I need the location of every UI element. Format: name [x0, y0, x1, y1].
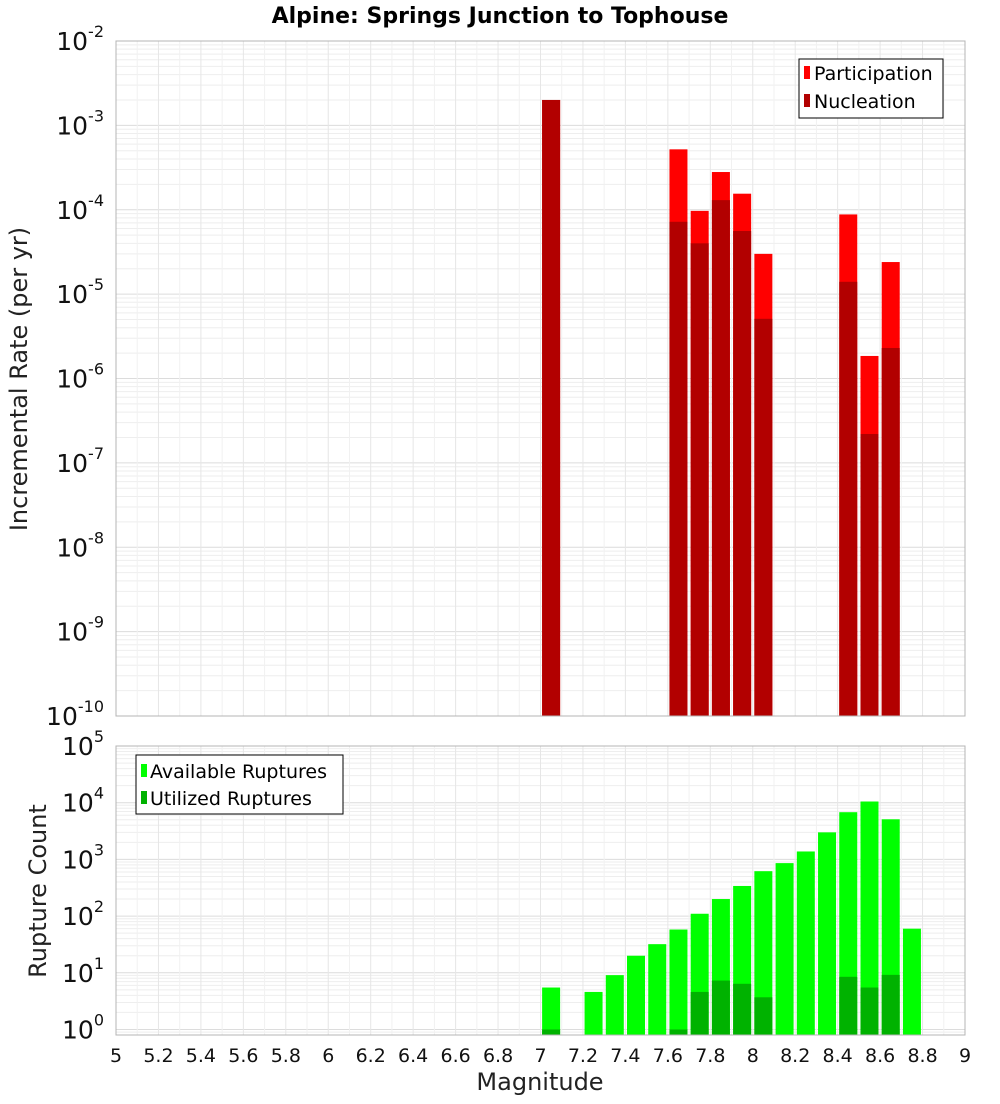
- bar-utilized-ruptures: [754, 997, 773, 1035]
- x-tick-label: 7.4: [610, 1045, 640, 1067]
- bar-available-ruptures: [902, 928, 921, 1035]
- x-tick-label: 5.6: [228, 1045, 258, 1067]
- x-tick-label: 7.2: [568, 1045, 598, 1067]
- bar-available-ruptures: [754, 871, 773, 1035]
- legend-label-participation: Participation: [814, 63, 933, 85]
- y-tick-label: 10-5: [56, 275, 104, 309]
- y-tick-label: 10-4: [56, 191, 104, 225]
- x-tick-label: 8.4: [823, 1045, 853, 1067]
- bar-nucleation: [754, 318, 773, 716]
- bar-available-ruptures: [818, 832, 837, 1035]
- bar-utilized-ruptures: [690, 991, 709, 1035]
- y-tick-label: 10-6: [56, 360, 104, 394]
- bar-nucleation: [839, 281, 858, 716]
- legend-label-nucleation: Nucleation: [814, 91, 916, 113]
- bar-nucleation: [733, 230, 752, 716]
- x-tick-label: 7.8: [695, 1045, 725, 1067]
- x-tick-label: 6.4: [398, 1045, 428, 1067]
- x-tick-label: 6.2: [356, 1045, 386, 1067]
- bar-utilized-ruptures: [711, 980, 730, 1035]
- x-tick-label: 5.4: [186, 1045, 216, 1067]
- legend-label-available: Available Ruptures: [150, 761, 327, 783]
- bar-utilized-ruptures: [669, 1029, 688, 1035]
- bar-utilized-ruptures: [542, 1029, 561, 1035]
- x-tick-label: 6.8: [483, 1045, 513, 1067]
- x-tick-label: 8.8: [907, 1045, 937, 1067]
- x-tick-label: 8: [747, 1045, 759, 1067]
- bottom-plot-frame: [115, 745, 966, 1036]
- y-tick-label: 10-2: [56, 22, 104, 56]
- bar-utilized-ruptures: [839, 976, 858, 1035]
- bar-nucleation: [690, 243, 709, 717]
- y-tick-label: 10-7: [56, 444, 104, 478]
- bar-available-ruptures: [669, 929, 688, 1035]
- bottom-bars: [542, 801, 921, 1035]
- legend-swatch-nucleation: [804, 94, 810, 107]
- y-tick-label: 102: [62, 897, 104, 931]
- x-tick-labels: 5 5.2 5.4 5.6 5.8 6 6.2 6.4 6.6 6.8 7 7.2 7.4 7.6 7.8 8…: [110, 1045, 971, 1067]
- x-tick-label: 5.2: [143, 1045, 173, 1067]
- bar-utilized-ruptures: [733, 983, 752, 1035]
- bar-available-ruptures: [796, 851, 815, 1035]
- x-tick-label: 5.8: [271, 1045, 301, 1067]
- bar-available-ruptures: [605, 975, 624, 1035]
- x-tick-label: 8.2: [780, 1045, 810, 1067]
- bar-available-ruptures: [584, 991, 603, 1035]
- bar-utilized-ruptures: [881, 974, 900, 1035]
- y-tick-label: 103: [62, 840, 104, 874]
- top-y-tick-labels: 10-10 10-9 10-8 10-7 10-6 10-5 10-4 10-3 10-2: [46, 22, 104, 731]
- top-y-axis-label: Incremental Rate (per yr): [5, 227, 33, 531]
- legend-swatch-participation: [804, 66, 810, 79]
- top-legend-box: [798, 58, 944, 119]
- bar-available-ruptures: [860, 801, 879, 1035]
- y-tick-label: 104: [62, 784, 104, 818]
- x-tick-label: 7: [534, 1045, 546, 1067]
- x-tick-label: 8.6: [865, 1045, 895, 1067]
- y-tick-label: 100: [62, 1011, 104, 1045]
- y-tick-label: 10-8: [56, 528, 104, 562]
- y-tick-label: 10-9: [56, 613, 104, 647]
- bar-available-ruptures: [627, 955, 646, 1035]
- x-tick-label: 6.6: [440, 1045, 470, 1067]
- bottom-legend-box: [135, 754, 344, 815]
- y-tick-label: 105: [62, 727, 104, 761]
- legend-swatch-utilized: [141, 791, 147, 804]
- bar-nucleation: [669, 221, 688, 716]
- bar-utilized-ruptures: [860, 987, 879, 1035]
- y-tick-label: 10-10: [46, 697, 104, 731]
- y-tick-label: 10-3: [56, 106, 104, 140]
- x-tick-label: 9: [959, 1045, 971, 1067]
- y-tick-label: 101: [62, 954, 104, 988]
- x-tick-label: 6: [322, 1045, 334, 1067]
- bottom-y-axis-label: Rupture Count: [24, 804, 52, 978]
- bottom-y-tick-labels: 100 101 102 103 104 105: [62, 727, 104, 1045]
- top-bars: [542, 99, 900, 717]
- x-tick-label: 5: [110, 1045, 122, 1067]
- bar-nucleation: [881, 347, 900, 716]
- chart-title: Alpine: Springs Junction to Tophouse: [272, 4, 729, 29]
- bar-available-ruptures: [542, 987, 561, 1035]
- x-tick-label: 7.6: [653, 1045, 683, 1067]
- bar-nucleation: [711, 200, 730, 716]
- top-plot-frame: [115, 40, 966, 717]
- bar-nucleation: [860, 433, 879, 716]
- legend-label-utilized: Utilized Ruptures: [150, 788, 312, 810]
- x-axis-label: Magnitude: [476, 1068, 603, 1096]
- legend-swatch-available: [141, 764, 147, 777]
- top-legend[interactable]: Participation Nucleation: [798, 58, 944, 119]
- top-grid: [115, 40, 966, 717]
- bar-nucleation: [542, 99, 561, 717]
- bar-available-ruptures: [775, 863, 794, 1035]
- bar-available-ruptures: [648, 944, 667, 1035]
- bottom-legend[interactable]: Available Ruptures Utilized Ruptures: [135, 754, 344, 815]
